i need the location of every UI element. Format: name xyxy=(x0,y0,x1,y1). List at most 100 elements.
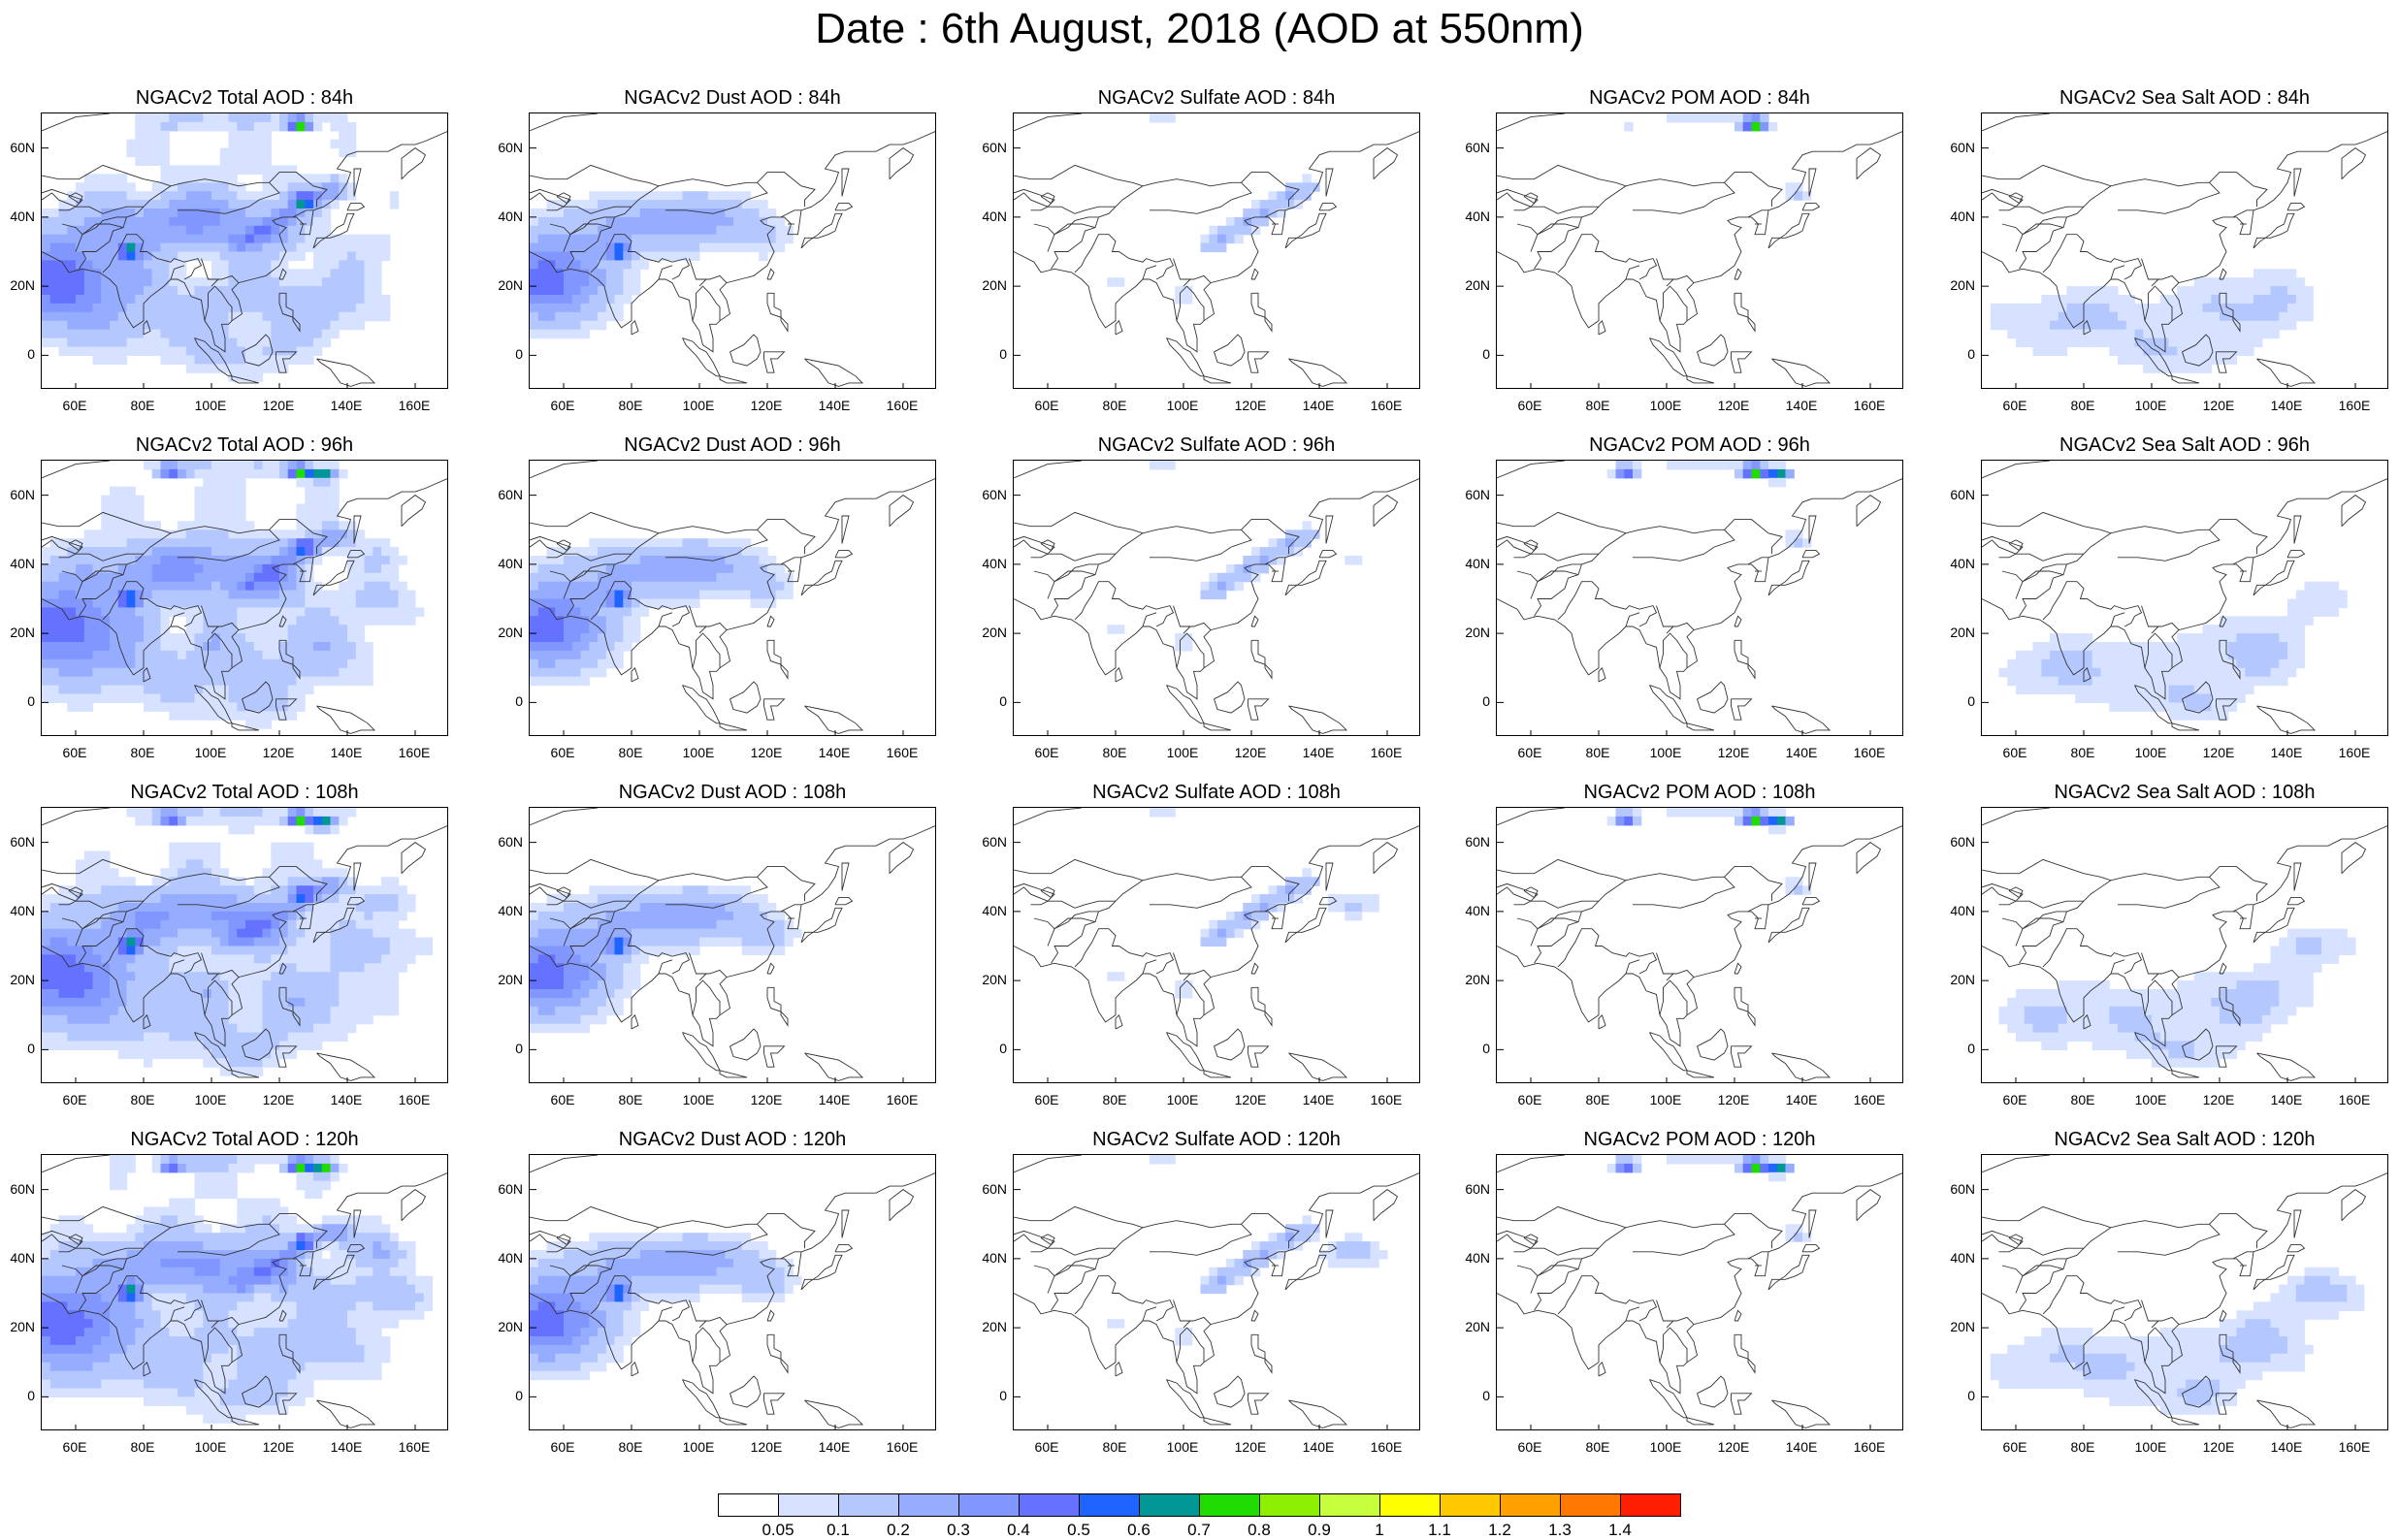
lat-tick-label: 40N xyxy=(498,902,523,918)
lon-tick-label: 80E xyxy=(1585,398,1610,413)
figure-title: Date : 6th August, 2018 (AOD at 550nm) xyxy=(815,5,1584,52)
lon-tick-label: 80E xyxy=(130,398,155,413)
map-panel: NGACv2 Sea Salt AOD : 120h 60N 40N 20N 0 60E 8… xyxy=(1940,1129,2399,1473)
lon-tick-label: 80E xyxy=(130,1092,155,1107)
lat-tick-label: 0 xyxy=(1482,693,1490,710)
panel-title: NGACv2 Sea Salt AOD : 108h xyxy=(2054,782,2316,803)
map-plot xyxy=(41,807,448,1083)
lon-tick-label: 120E xyxy=(262,1092,295,1107)
colorbar-swatch xyxy=(958,1493,1020,1517)
lon-tick-label: 160E xyxy=(2338,1092,2371,1107)
lon-tick-label: 160E xyxy=(2338,398,2371,413)
aod-raster xyxy=(1990,269,2314,373)
lon-tick-label: 140E xyxy=(818,745,851,760)
lat-tick-label: 60N xyxy=(10,1180,35,1197)
lon-tick-label: 120E xyxy=(2202,1439,2235,1455)
lon-tick-label: 60E xyxy=(2002,745,2027,760)
lon-tick-label: 120E xyxy=(750,398,783,413)
lon-tick-label: 140E xyxy=(2270,745,2303,760)
colorbar-swatch xyxy=(1079,1493,1140,1517)
lat-tick-label: 40N xyxy=(1465,1249,1490,1266)
lon-tick-label: 100E xyxy=(2134,398,2167,413)
map-panel: NGACv2 Sea Salt AOD : 84h 60N 40N 20N 0 60E 80… xyxy=(1940,87,2399,432)
aod-map xyxy=(42,113,447,388)
lat-tick-label: 60N xyxy=(1950,486,1975,502)
coastlines xyxy=(42,461,447,734)
lon-tick-label: 140E xyxy=(1785,1092,1818,1107)
lat-tick-label: 0 xyxy=(999,1041,1007,1057)
lon-tick-label: 100E xyxy=(1649,398,1682,413)
panel-title: NGACv2 POM AOD : 120h xyxy=(1583,1129,1816,1150)
lon-tick-label: 60E xyxy=(550,1092,575,1107)
lon-tick-label: 100E xyxy=(682,1092,715,1107)
aod-raster xyxy=(1107,808,1379,999)
panel-title: NGACv2 Sulfate AOD : 108h xyxy=(1092,782,1341,803)
lat-tick-label: 20N xyxy=(498,277,523,294)
map-plot xyxy=(1013,460,1420,736)
coastlines xyxy=(530,461,935,734)
lat-tick-label: 0 xyxy=(999,693,1007,710)
lon-tick-label: 160E xyxy=(1370,1439,1403,1455)
map-plot xyxy=(1981,112,2388,389)
colorbar-swatch xyxy=(1139,1493,1200,1517)
lon-tick-label: 100E xyxy=(2134,1439,2167,1455)
lon-tick-label: 140E xyxy=(330,745,363,760)
lat-tick-label: 40N xyxy=(498,1249,523,1266)
lon-tick-label: 60E xyxy=(1034,1439,1059,1455)
lat-tick-label: 0 xyxy=(27,693,35,710)
colorbar-swatch xyxy=(718,1493,779,1517)
aod-map xyxy=(1982,808,2387,1082)
lat-tick-label: 40N xyxy=(1950,208,1975,224)
lon-tick-label: 120E xyxy=(1717,745,1750,760)
lon-tick-label: 60E xyxy=(1034,398,1059,413)
panel-title: NGACv2 POM AOD : 84h xyxy=(1589,87,1810,109)
lon-tick-label: 160E xyxy=(1853,1439,1886,1455)
aod-map xyxy=(1982,1155,2387,1429)
aod-raster xyxy=(1606,1155,1812,1242)
lon-tick-label: 100E xyxy=(1166,398,1199,413)
lon-tick-label: 100E xyxy=(194,745,227,760)
lon-tick-label: 120E xyxy=(1717,1092,1750,1107)
coastlines xyxy=(42,808,447,1081)
lat-tick-label: 20N xyxy=(1465,972,1490,988)
lon-tick-label: 140E xyxy=(1302,398,1335,413)
lat-tick-label: 0 xyxy=(515,346,523,363)
aod-raster xyxy=(530,1233,802,1381)
colorbar-label: 0.05 xyxy=(762,1521,794,1539)
lat-tick-label: 60N xyxy=(498,139,523,155)
lon-tick-label: 100E xyxy=(1649,745,1682,760)
coastlines xyxy=(42,1155,447,1428)
coastlines xyxy=(1497,1155,1902,1428)
lon-tick-label: 60E xyxy=(1517,1439,1542,1455)
lon-tick-label: 80E xyxy=(1585,1092,1610,1107)
lat-tick-label: 20N xyxy=(1950,1319,1975,1335)
lon-tick-label: 100E xyxy=(194,1092,227,1107)
lon-tick-label: 140E xyxy=(1302,745,1335,760)
lat-tick-label: 20N xyxy=(498,1319,523,1335)
lat-tick-label: 40N xyxy=(10,1249,35,1266)
panel-title: NGACv2 Total AOD : 120h xyxy=(130,1129,359,1150)
lat-tick-label: 60N xyxy=(1950,139,1975,155)
colorbar-label: 0.4 xyxy=(1007,1521,1030,1539)
map-panel: NGACv2 Total AOD : 108h 60N 40N 20N 0 60E 80E 1… xyxy=(0,782,475,1126)
map-plot xyxy=(529,807,936,1083)
coastlines xyxy=(1497,808,1902,1081)
map-panel: NGACv2 Dust AOD : 108h 60N 40N 20N 0 60E 80E 10… xyxy=(488,782,963,1126)
panel-title: NGACv2 Dust AOD : 84h xyxy=(624,87,841,109)
lon-tick-label: 100E xyxy=(1649,1092,1682,1107)
lon-tick-label: 120E xyxy=(262,745,295,760)
colorbar-label: 1 xyxy=(1375,1521,1384,1539)
lon-tick-label: 80E xyxy=(2070,1092,2095,1107)
colorbar-swatch xyxy=(838,1493,899,1517)
lon-tick-label: 60E xyxy=(62,1092,87,1107)
lon-tick-label: 60E xyxy=(2002,1439,2027,1455)
lat-tick-label: 40N xyxy=(1950,1249,1975,1266)
lat-tick-label: 20N xyxy=(1950,972,1975,988)
lon-tick-label: 60E xyxy=(550,745,575,760)
lat-tick-label: 40N xyxy=(1950,902,1975,918)
lat-tick-label: 0 xyxy=(27,1388,35,1404)
lat-tick-label: 60N xyxy=(10,139,35,155)
lon-tick-label: 120E xyxy=(262,398,295,413)
panel-title: NGACv2 Total AOD : 84h xyxy=(135,87,354,109)
lat-tick-label: 60N xyxy=(1465,833,1490,850)
